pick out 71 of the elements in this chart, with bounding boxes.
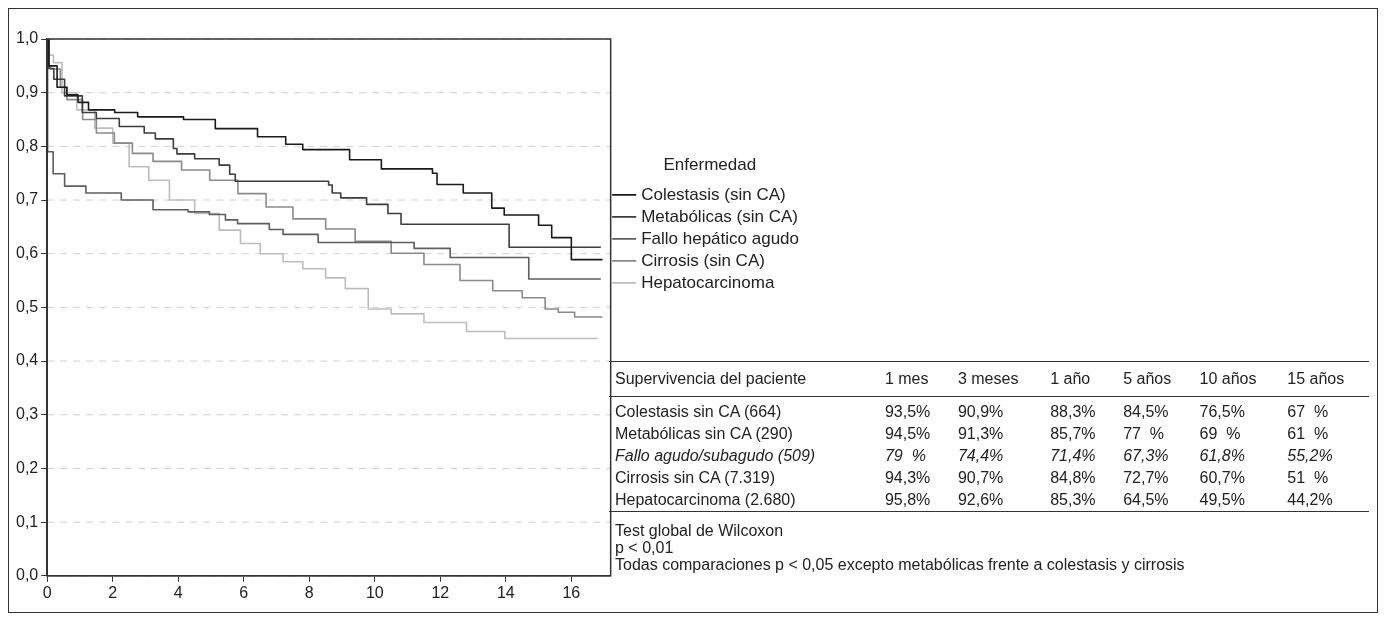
text: Test global de Wilcoxon bbox=[615, 522, 785, 539]
legend-label: Cirrosis (sin CA) bbox=[641, 250, 765, 270]
category-label: Metabólicas sin CA (290) bbox=[615, 425, 793, 442]
x-tick-label: 10 bbox=[365, 583, 384, 601]
text: 51 % bbox=[1287, 469, 1329, 486]
text: 64,5% bbox=[1123, 491, 1169, 508]
text: 49,5% bbox=[1199, 491, 1245, 508]
legend-label: Fallo hepático agudo bbox=[641, 228, 799, 248]
category-label: Colestasis sin CA (664) bbox=[615, 403, 782, 420]
text: 44,2% bbox=[1287, 491, 1333, 508]
text: 69 % bbox=[1199, 425, 1241, 442]
y-tick-label: 0,8 bbox=[15, 136, 39, 154]
y-tick-label: 0,3 bbox=[15, 405, 39, 423]
x-tick-label: 16 bbox=[562, 583, 581, 601]
text: 71,4% bbox=[1050, 447, 1096, 464]
text: 93,5% bbox=[884, 403, 931, 420]
y-tick-label: 0,1 bbox=[15, 512, 39, 530]
text: 55,2% bbox=[1287, 447, 1333, 464]
text: p < 0,01 bbox=[615, 539, 675, 556]
text: 84,5% bbox=[1123, 403, 1169, 420]
legend-title: Enfermedad bbox=[663, 155, 757, 175]
category-label: Hepatocarcinoma (2.680) bbox=[615, 491, 796, 508]
y-tick-label: 0,5 bbox=[15, 297, 39, 315]
text: 94,5% bbox=[884, 425, 931, 442]
text: 77 % bbox=[1123, 425, 1165, 442]
text: 84,8% bbox=[1050, 469, 1096, 486]
legend-label: Colestasis (sin CA) bbox=[641, 184, 786, 204]
text: 85,7% bbox=[1050, 425, 1096, 442]
text: 74,4% bbox=[957, 447, 1004, 464]
text: 88,3% bbox=[1050, 403, 1096, 420]
text: 61,8% bbox=[1199, 447, 1245, 464]
y-tick-label: 0,9 bbox=[15, 83, 39, 101]
text: 79 % bbox=[884, 447, 926, 464]
legend-label: Metabólicas (sin CA) bbox=[641, 206, 798, 226]
text: 92,6% bbox=[957, 491, 1004, 508]
category-label: 3 meses bbox=[956, 369, 1020, 389]
text: 94,3% bbox=[884, 469, 931, 486]
category-label: 1 año bbox=[1049, 369, 1092, 389]
x-tick-label: 4 bbox=[173, 583, 183, 601]
text: Supervivencia del paciente bbox=[614, 369, 808, 389]
text: 90,7% bbox=[957, 469, 1004, 486]
text: 90,9% bbox=[957, 403, 1004, 420]
text: 67,3% bbox=[1123, 447, 1169, 464]
y-tick-label: 0,6 bbox=[15, 244, 39, 262]
text: 91,3% bbox=[957, 425, 1004, 442]
text: 85,3% bbox=[1050, 491, 1096, 508]
x-tick-label: 14 bbox=[496, 583, 515, 601]
y-tick-label: 0,0 bbox=[15, 566, 39, 584]
y-tick-label: 1,0 bbox=[15, 29, 39, 47]
category-label: 5 años bbox=[1122, 369, 1173, 389]
text: 72,7% bbox=[1123, 469, 1169, 486]
category-label: Cirrosis sin CA (7.319) bbox=[615, 469, 776, 486]
x-tick-label: 0 bbox=[42, 583, 52, 601]
y-tick-label: 0,2 bbox=[15, 458, 39, 476]
y-tick-label: 0,7 bbox=[15, 190, 39, 208]
x-tick-label: 6 bbox=[239, 583, 249, 601]
text: 61 % bbox=[1287, 425, 1329, 442]
text: 60,7% bbox=[1199, 469, 1245, 486]
x-tick-label: 8 bbox=[304, 583, 314, 601]
text: Todas comparaciones p < 0,05 excepto metabólicas frente a colestasis y cirrosis bbox=[615, 556, 1186, 573]
text: 95,8% bbox=[884, 491, 931, 508]
text: 76,5% bbox=[1199, 403, 1245, 420]
text: 67 % bbox=[1287, 403, 1329, 420]
category-label: Fallo agudo/subagudo (509) bbox=[615, 447, 816, 464]
x-tick-label: 2 bbox=[108, 583, 118, 601]
category-label: 15 años bbox=[1286, 369, 1346, 389]
category-label: 1 mes bbox=[883, 369, 930, 389]
category-label: 10 años bbox=[1198, 369, 1258, 389]
y-tick-label: 0,4 bbox=[15, 351, 39, 369]
x-tick-label: 12 bbox=[431, 583, 450, 601]
legend-label: Hepatocarcinoma bbox=[641, 272, 775, 292]
